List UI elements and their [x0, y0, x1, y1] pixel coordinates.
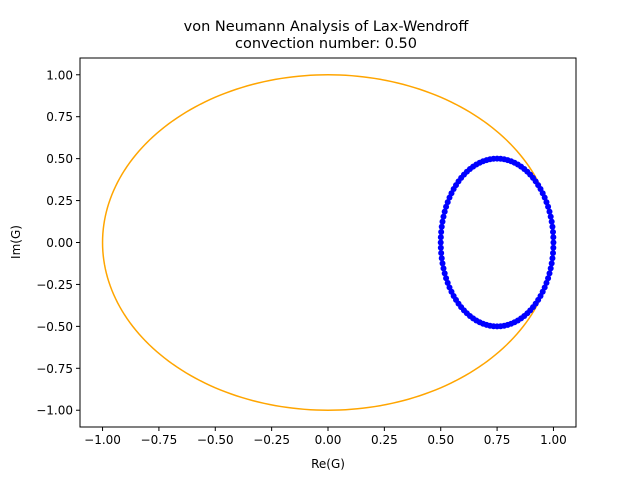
data-point	[550, 234, 557, 241]
data-point	[545, 203, 552, 210]
data-point	[543, 279, 550, 286]
plot-content	[101, 74, 557, 411]
unit-circle-line	[101, 74, 555, 411]
data-point	[443, 275, 450, 282]
y-tick-label: −1.00	[36, 404, 73, 418]
data-point	[441, 270, 448, 277]
data-point	[543, 199, 550, 206]
x-tick-label: −0.75	[141, 433, 178, 447]
data-point	[440, 265, 447, 272]
data-point	[437, 239, 444, 246]
data-point	[443, 203, 450, 210]
data-point	[438, 255, 445, 262]
amplification-factor-series	[437, 155, 557, 330]
data-point	[547, 265, 554, 272]
data-point	[548, 260, 555, 267]
data-point	[437, 244, 444, 251]
data-point	[441, 208, 448, 215]
data-point	[545, 275, 552, 282]
data-point	[446, 194, 453, 201]
y-axis: −1.00 −0.75 −0.50 −0.25 0.00 0.25 0.50 0.75 1.00	[36, 68, 80, 418]
y-tick-label: −0.75	[36, 362, 73, 376]
data-point	[546, 208, 553, 215]
x-tick-label: −0.50	[197, 433, 234, 447]
y-tick-label: −0.50	[36, 320, 73, 334]
data-point	[550, 228, 557, 235]
data-point	[438, 223, 445, 230]
data-point	[550, 250, 557, 257]
data-point	[550, 239, 557, 246]
x-axis: −1.00 −0.75 −0.50 −0.25 0.00 0.25 0.50 0.75 1.00	[84, 427, 567, 447]
data-point	[438, 250, 445, 257]
x-tick-label: 0.25	[371, 433, 398, 447]
data-point	[438, 228, 445, 235]
data-point	[440, 213, 447, 220]
data-point	[549, 255, 556, 262]
x-tick-label: −1.00	[84, 433, 121, 447]
data-point	[437, 234, 444, 241]
x-tick-label: 0.75	[484, 433, 511, 447]
data-point	[547, 213, 554, 220]
y-tick-label: 1.00	[46, 68, 73, 82]
y-tick-label: 0.50	[46, 152, 73, 166]
data-point	[548, 218, 555, 225]
x-tick-label: 0.50	[427, 433, 454, 447]
chart-subtitle: convection number: 0.50	[235, 36, 417, 52]
data-point	[546, 270, 553, 277]
data-point	[439, 260, 446, 267]
x-tick-label: 1.00	[540, 433, 567, 447]
data-point	[444, 279, 451, 286]
x-tick-label: 0.00	[315, 433, 342, 447]
x-tick-label: −0.25	[253, 433, 290, 447]
data-point	[541, 284, 548, 291]
data-point	[549, 223, 556, 230]
y-tick-label: 0.75	[46, 110, 73, 124]
chart-title: von Neumann Analysis of Lax-Wendroff	[184, 19, 470, 35]
plot-frame	[79, 57, 577, 428]
y-tick-label: −0.25	[36, 278, 73, 292]
x-axis-label: Re(G)	[311, 457, 345, 471]
data-point	[550, 244, 557, 251]
y-axis-label: Im(G)	[9, 225, 23, 259]
y-tick-label: 0.00	[46, 236, 73, 250]
data-point	[444, 199, 451, 206]
y-tick-label: 0.25	[46, 194, 73, 208]
data-point	[439, 218, 446, 225]
